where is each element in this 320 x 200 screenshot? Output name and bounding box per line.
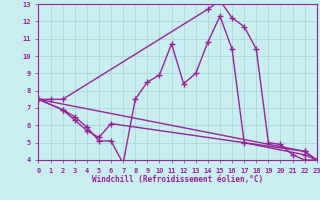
X-axis label: Windchill (Refroidissement éolien,°C): Windchill (Refroidissement éolien,°C)	[92, 175, 263, 184]
